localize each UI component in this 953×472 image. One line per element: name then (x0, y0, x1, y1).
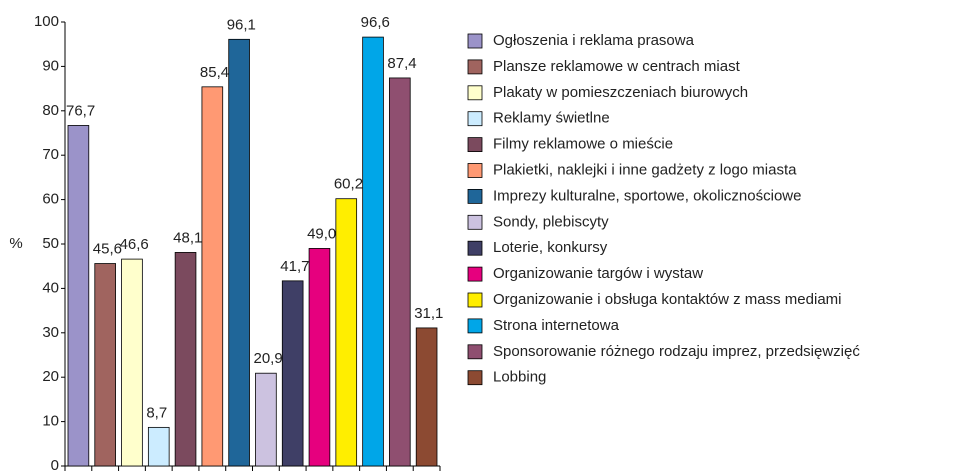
bar (255, 372, 277, 467)
value-label: 46,6 (120, 236, 149, 253)
value-label: 96,1 (227, 16, 256, 33)
legend-label: Lobbing (493, 369, 546, 386)
legend-label: Sondy, plebiscyty (493, 213, 609, 230)
value-label: 31,1 (414, 305, 443, 322)
y-tick-label: 40 (42, 279, 59, 296)
bar (308, 248, 331, 467)
legend-label: Plansze reklamowe w centrach miast (493, 58, 741, 75)
y-tick-label: 90 (42, 57, 59, 74)
legend-label: Imprezy kulturalne, sportowe, okolicznoś… (493, 187, 801, 204)
value-label: 8,7 (146, 404, 167, 421)
legend-swatch (467, 292, 483, 308)
bar (174, 252, 197, 467)
y-tick-label: 10 (42, 413, 59, 430)
value-label: 87,4 (387, 55, 416, 72)
bar (415, 327, 438, 467)
legend-swatch (467, 85, 483, 101)
y-tick-label: 0 (51, 457, 59, 472)
legend-swatch (467, 163, 483, 178)
value-label: 45,6 (93, 241, 122, 258)
y-tick-label: 100 (34, 13, 59, 30)
bar (228, 38, 250, 467)
legend-swatch (467, 214, 483, 230)
y-axis-label: % (9, 235, 22, 252)
y-tick-label: 30 (42, 324, 59, 341)
legend-swatch (467, 137, 483, 153)
bar (94, 263, 116, 467)
value-label: 20,9 (254, 350, 283, 367)
legend-swatch (467, 33, 483, 49)
bar (281, 280, 304, 467)
bar (67, 125, 90, 467)
legend-swatch (467, 111, 483, 127)
bar (121, 258, 143, 467)
bar (201, 86, 224, 467)
y-tick-label: 70 (42, 146, 59, 163)
legend-label: Organizowanie i obsługa kontaktów z mass… (493, 291, 842, 308)
bar (389, 77, 411, 467)
y-tick-label: 20 (42, 368, 59, 385)
value-label: 41,7 (280, 258, 309, 275)
legend-label: Ogłoszenia i reklama prasowa (493, 32, 695, 49)
bar (147, 426, 170, 467)
value-label: 48,1 (173, 229, 202, 246)
bar (362, 36, 384, 467)
y-tick-label: 50 (42, 235, 59, 252)
legend-label: Strona internetowa (493, 317, 620, 334)
legend-swatch (467, 318, 483, 334)
legend-label: Loterie, konkursy (493, 239, 608, 256)
bar (335, 198, 358, 467)
value-label: 96,6 (361, 14, 390, 31)
legend-swatch (467, 344, 483, 360)
legend-swatch (467, 266, 483, 282)
legend-label: Filmy reklamowe o mieście (493, 136, 673, 153)
value-label: 85,4 (200, 64, 229, 81)
value-label: 60,2 (334, 176, 363, 193)
value-label: 76,7 (66, 102, 95, 119)
legend-label: Plakietki, naklejki i inne gadżety z log… (493, 161, 797, 178)
y-tick-label: 80 (42, 102, 59, 119)
legend-label: Plakaty w pomieszczeniach biurowych (493, 84, 748, 101)
legend-swatch (467, 240, 483, 256)
legend-label: Sponsorowanie różnego rodzaju imprez, pr… (493, 343, 860, 360)
legend-swatch (467, 59, 483, 75)
legend-label: Reklamy świetlne (493, 110, 610, 127)
legend-swatch (467, 188, 483, 204)
legend-label: Organizowanie targów i wystaw (493, 265, 703, 282)
value-label: 49,0 (307, 225, 336, 242)
y-tick-label: 60 (42, 191, 59, 208)
legend-swatch (467, 370, 483, 386)
